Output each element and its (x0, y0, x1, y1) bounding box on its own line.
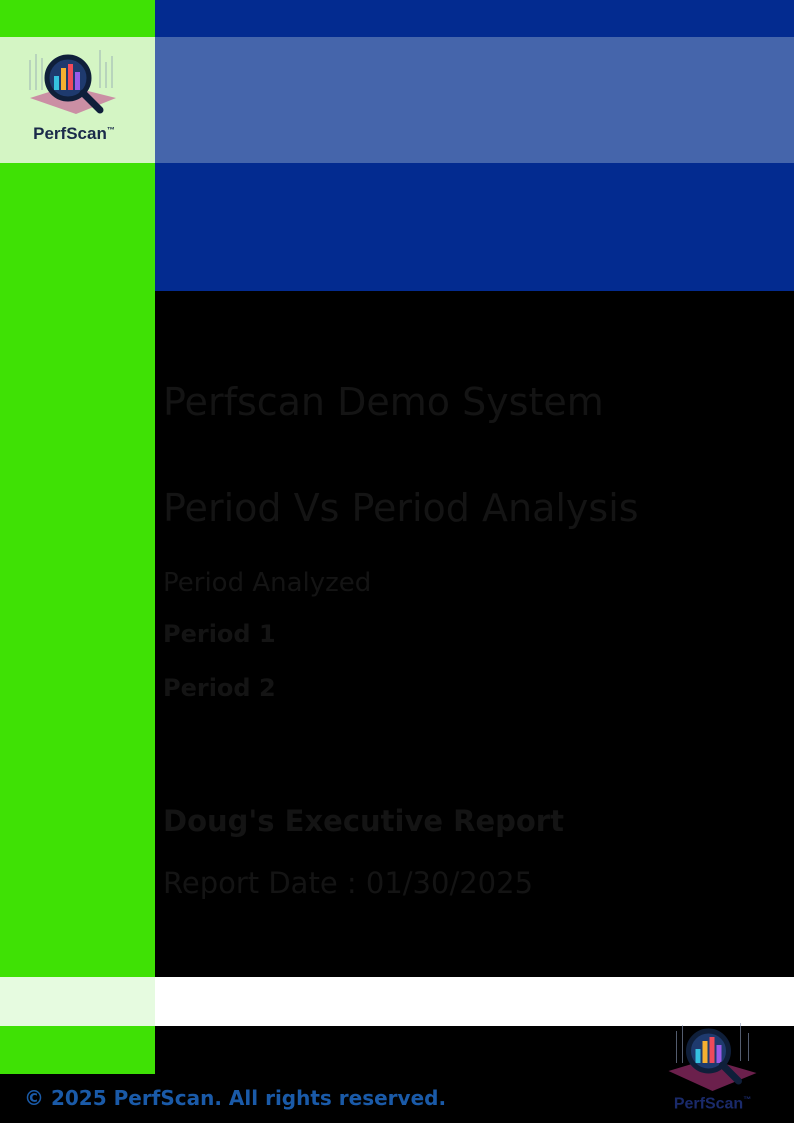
period-1-label: Period 1 (163, 620, 276, 648)
logo-wordmark-footer: PerfScan™ (673, 1095, 752, 1113)
period-heading: Period Analyzed (163, 568, 372, 598)
report-date: Report Date : 01/30/2025 (163, 866, 534, 900)
white-divider-strip-left (0, 977, 155, 1026)
perfscan-logo: PerfScan™ (24, 40, 124, 145)
logo-wordmark: PerfScan™ (33, 124, 115, 143)
system-name: Perfscan Demo System (163, 380, 604, 424)
magnifier-chart-icon (668, 1023, 757, 1091)
magnifier-chart-icon (29, 50, 116, 114)
analysis-type: Period Vs Period Analysis (163, 486, 639, 530)
green-sidebar-bar (0, 0, 155, 1074)
perfscan-logo-footer: PerfScan™ (660, 1015, 765, 1120)
copyright-footer: © 2025 PerfScan. All rights reserved. (24, 1086, 447, 1110)
period-2-label: Period 2 (163, 674, 276, 702)
report-title: Doug's Executive Report (163, 804, 564, 838)
